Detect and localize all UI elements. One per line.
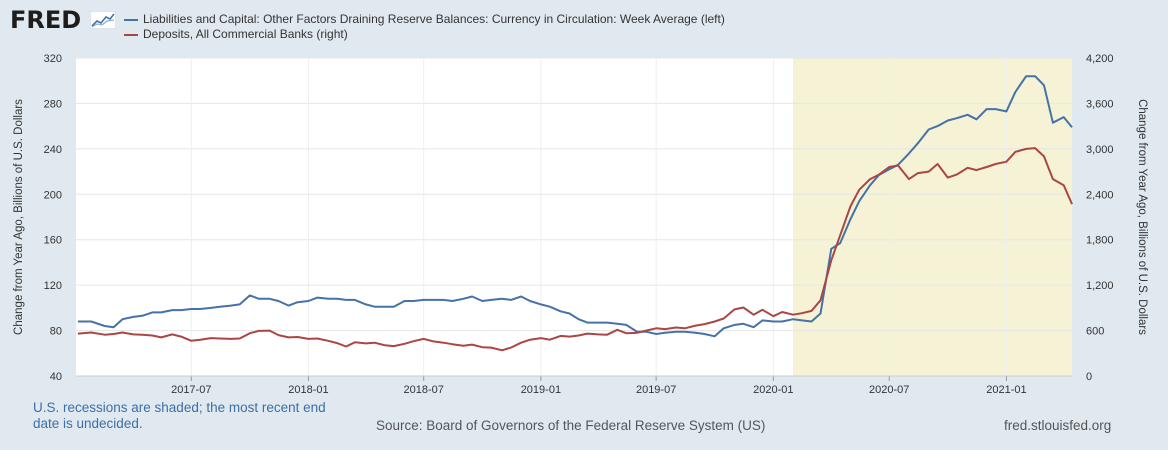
recession-band [793,58,1072,376]
recession-shading [793,58,1072,376]
series-lines [77,75,1073,352]
y-right-tick-label: 3,600 [1086,98,1114,110]
legend-label-deposits: Deposits, All Commercial Banks (right) [143,27,348,41]
y-right-tick-label: 600 [1086,326,1104,338]
x-tick-label: 2020-07 [869,384,909,396]
y-left-tick-label: 320 [44,53,62,65]
x-tick-label: 2018-07 [404,384,444,396]
legend-item-currency[interactable]: Liabilities and Capital: Other Factors D… [124,12,725,27]
source-text: Source: Board of Governors of the Federa… [376,418,766,433]
x-tick-label: 2019-01 [521,384,561,396]
series-line-currency [77,75,1073,338]
y-left-tick-label: 80 [50,326,62,338]
fred-url-link[interactable]: fred.stlouisfed.org [1004,418,1112,433]
y-right-axis-title: Change from Year Ago, Billions of U.S. D… [1136,99,1148,335]
y-right-tick-label: 0 [1086,371,1092,383]
y-left-tick-label: 200 [44,189,62,201]
recession-note: U.S. recessions are shaded; the most rec… [33,400,326,431]
fred-logo[interactable]: FRED [10,6,82,34]
x-tick-label: 2020-01 [753,384,793,396]
y-right-tick-label: 4,200 [1086,53,1114,65]
legend-swatch-blue [124,18,138,21]
x-tick-label: 2017-07 [171,384,211,396]
y-right-tick-label: 2,400 [1086,189,1114,201]
y-left-tick-label: 240 [44,144,62,156]
x-tick-label: 2021-01 [986,384,1026,396]
legend-item-deposits[interactable]: Deposits, All Commercial Banks (right) [124,27,725,42]
legend-label-currency: Liabilities and Capital: Other Factors D… [143,12,725,26]
y-right-tick-label: 1,200 [1086,280,1114,292]
series-line-deposits [77,147,1073,352]
y-right-tick-label: 3,000 [1086,144,1114,156]
legend-swatch-red [124,33,138,36]
line-chart: 40 0 80 600 120 1,200 160 1,800 200 2,400 240 3,000… [13,53,1148,396]
x-tick-label: 2019-07 [636,384,676,396]
axes: 40 0 80 600 120 1,200 160 1,800 200 2,400 240 3,000… [13,53,1148,396]
y-right-tick-label: 1,800 [1086,235,1114,247]
fred-graph-icon [90,11,116,29]
y-left-tick-label: 40 [50,371,62,383]
y-left-tick-label: 280 [44,98,62,110]
y-left-axis-title: Change from Year Ago, Billions of U.S. D… [13,99,25,335]
y-left-tick-label: 120 [44,280,62,292]
chart-legend: Liabilities and Capital: Other Factors D… [124,12,725,42]
y-left-tick-label: 160 [44,235,62,247]
x-tick-label: 2018-01 [288,384,328,396]
